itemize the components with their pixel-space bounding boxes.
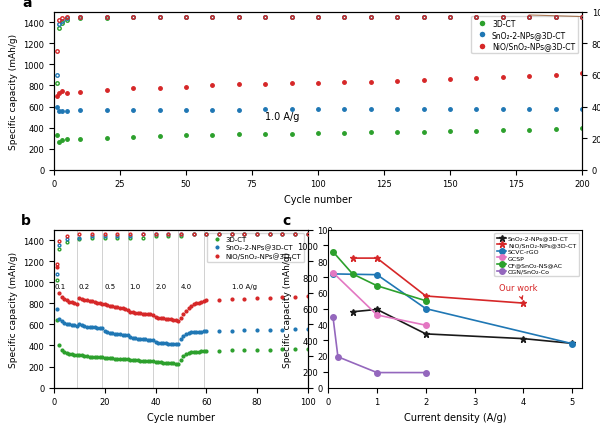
Text: Our work: Our work [499,283,538,299]
SnO₂-2-NPs@3D-CT [569,341,576,346]
CF@SnO₂-NS@AC [373,284,380,289]
X-axis label: Current density (A/g): Current density (A/g) [404,412,506,422]
SnO₂-2-NPs@3D-CT [349,310,356,315]
Line: SCVC-rGO: SCVC-rGO [330,271,575,347]
Y-axis label: Specific capacity (mAh/g): Specific capacity (mAh/g) [9,251,18,367]
Text: c: c [283,213,291,227]
Text: a: a [22,0,32,10]
CGN/SnO₂-Co [422,370,430,375]
Line: GCSP: GCSP [330,270,428,328]
SCVC-rGO [422,306,430,311]
Y-axis label: Coulombic efficiency (%): Coulombic efficiency (%) [339,253,348,366]
Y-axis label: Specific capacity (mAh/g): Specific capacity (mAh/g) [9,34,18,150]
Text: 1.0 A/g: 1.0 A/g [265,112,299,122]
CF@SnO₂-NS@AC [349,272,356,277]
SnO₂-2-NPs@3D-CT [520,336,527,341]
CGN/SnO₂-Co [334,354,341,360]
Text: 0.2: 0.2 [79,283,90,289]
Text: 1.0: 1.0 [130,283,141,289]
Legend: 3D-CT, SnO₂-2-NPs@3D-CT, NiO/SnO₂-NPs@3D-CT: 3D-CT, SnO₂-2-NPs@3D-CT, NiO/SnO₂-NPs@3D… [472,17,578,54]
CGN/SnO₂-Co [373,370,380,375]
Legend: 3D-CT, SnO₂-2-NPs@3D-CT, NiO/SnO₂-NPs@3D-CT: 3D-CT, SnO₂-2-NPs@3D-CT, NiO/SnO₂-NPs@3D… [207,233,304,262]
NiO/SnO₂-NPs@3D-CT [373,256,380,261]
GCSP [422,323,430,328]
CF@SnO₂-NS@AC [329,250,337,255]
Text: 0.5: 0.5 [104,283,115,289]
GCSP [373,313,380,318]
GCSP [329,271,337,276]
Text: 0.1: 0.1 [55,283,66,289]
Line: CGN/SnO₂-Co: CGN/SnO₂-Co [330,315,428,375]
SnO₂-2-NPs@3D-CT [373,307,380,312]
NiO/SnO₂-NPs@3D-CT [422,294,430,299]
Legend: SnO₂-2-NPs@3D-CT, NiO/SnO₂-NPs@3D-CT, SCVC-rGO, GCSP, CF@SnO₂-NS@AC, CGN/SnO₂-Co: SnO₂-2-NPs@3D-CT, NiO/SnO₂-NPs@3D-CT, SC… [494,233,579,276]
NiO/SnO₂-NPs@3D-CT [349,256,356,261]
SCVC-rGO [569,341,576,346]
CGN/SnO₂-Co [329,315,337,320]
SCVC-rGO [329,272,337,277]
Line: CF@SnO₂-NS@AC: CF@SnO₂-NS@AC [330,250,428,304]
X-axis label: Cycle number: Cycle number [147,412,215,422]
X-axis label: Cycle number: Cycle number [284,195,352,204]
Text: b: b [21,213,31,227]
Line: NiO/SnO₂-NPs@3D-CT: NiO/SnO₂-NPs@3D-CT [349,255,527,307]
Y-axis label: Specific capacity (mAh/g): Specific capacity (mAh/g) [283,251,292,367]
SnO₂-2-NPs@3D-CT [422,331,430,337]
SCVC-rGO [373,273,380,278]
Text: 1.0 A/g: 1.0 A/g [232,283,257,289]
Line: SnO₂-2-NPs@3D-CT: SnO₂-2-NPs@3D-CT [349,306,576,347]
NiO/SnO₂-NPs@3D-CT [520,301,527,306]
Text: 2.0: 2.0 [155,283,166,289]
CF@SnO₂-NS@AC [422,299,430,304]
Text: 4.0: 4.0 [181,283,191,289]
